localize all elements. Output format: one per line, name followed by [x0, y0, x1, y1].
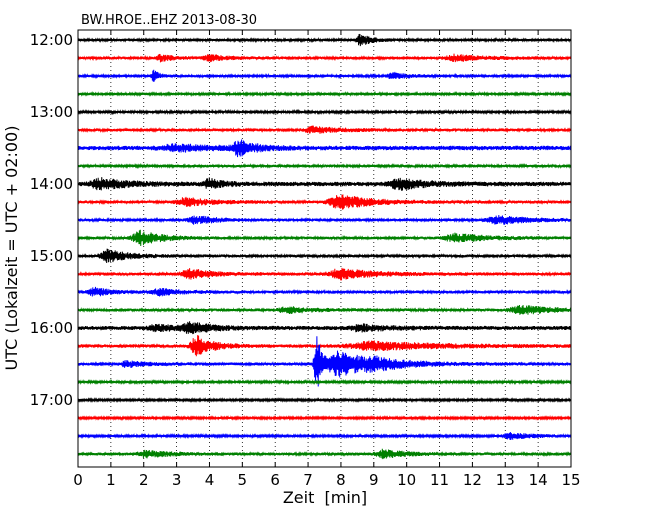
seismogram-traces — [77, 33, 572, 460]
trace-row-12 — [77, 248, 572, 263]
x-tick-label-12: 12 — [463, 471, 482, 489]
x-tick-label-2: 2 — [139, 471, 149, 489]
y-axis: 12:00 13:00 14:00 15:00 16:00 17:00 — [30, 31, 571, 409]
trace-row-18 — [77, 336, 572, 387]
trace-row-20 — [77, 397, 572, 403]
trace-row-8 — [77, 177, 572, 191]
trace-row-2 — [77, 69, 572, 82]
y-tick-label-1: 13:00 — [30, 103, 73, 121]
chart-title: BW.HROE..EHZ 2013-08-30 — [81, 13, 257, 28]
trace-row-3 — [77, 90, 572, 98]
x-tick-label-5: 5 — [238, 471, 248, 489]
y-tick-label-4: 16:00 — [30, 319, 73, 337]
x-tick-label-4: 4 — [205, 471, 215, 489]
trace-row-19 — [77, 378, 572, 386]
trace-row-7 — [77, 162, 572, 170]
trace-row-9 — [77, 194, 572, 210]
x-tick-label-7: 7 — [303, 471, 313, 489]
x-tick-label-15: 15 — [561, 471, 580, 489]
grid-lines — [110, 30, 539, 467]
trace-row-4 — [77, 108, 572, 116]
trace-row-16 — [77, 321, 572, 335]
x-tick-label-10: 10 — [397, 471, 416, 489]
trace-row-5 — [77, 125, 572, 134]
y-tick-label-3: 15:00 — [30, 247, 73, 265]
trace-row-1 — [77, 53, 572, 63]
x-tick-label-11: 11 — [430, 471, 449, 489]
x-tick-label-13: 13 — [496, 471, 515, 489]
x-axis-label: Zeit [min] — [283, 488, 367, 507]
trace-row-10 — [77, 215, 572, 225]
trace-row-14 — [77, 286, 572, 297]
x-tick-label-14: 14 — [529, 471, 548, 489]
trace-row-0 — [77, 33, 572, 47]
x-axis: 0 1 2 3 4 5 6 7 8 9 10 11 12 13 14 15 — [73, 30, 581, 489]
trace-row-21 — [77, 415, 572, 421]
plot-frame — [77, 29, 572, 468]
trace-row-23 — [77, 448, 572, 460]
trace-row-15 — [77, 304, 572, 315]
y-tick-label-5: 17:00 — [30, 391, 73, 409]
x-tick-label-8: 8 — [336, 471, 346, 489]
x-tick-label-6: 6 — [270, 471, 280, 489]
trace-row-11 — [77, 229, 572, 246]
x-tick-label-9: 9 — [369, 471, 379, 489]
trace-row-22 — [77, 432, 572, 441]
y-tick-label-2: 14:00 — [30, 175, 73, 193]
y-axis-label: UTC (Lokalzeit = UTC + 02:00) — [2, 126, 21, 371]
trace-row-17 — [77, 335, 572, 357]
y-tick-label-0: 12:00 — [30, 31, 73, 49]
x-tick-label-1: 1 — [106, 471, 116, 489]
trace-row-13 — [77, 267, 572, 281]
x-tick-label-0: 0 — [73, 471, 83, 489]
x-tick-label-3: 3 — [172, 471, 182, 489]
trace-row-6 — [77, 139, 572, 158]
